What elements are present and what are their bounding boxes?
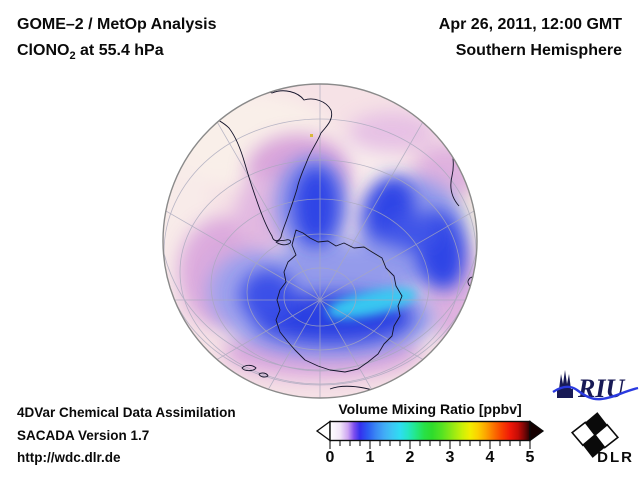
colorbar-ticks [329, 441, 531, 449]
colorbar-left-arrow [315, 420, 331, 442]
vortex-maximum-cyan [326, 287, 418, 319]
dlr-emblem-right [593, 423, 620, 449]
footer-credits: 4DVar Chemical Data Assimilation SACADA … [17, 402, 236, 470]
dlr-wordmark: DLR [597, 449, 634, 466]
colorbar-gradient [329, 420, 531, 442]
url-label: http://wdc.dlr.de [17, 450, 121, 465]
species-level-title: ClONO2 at 55.4 hPa [17, 38, 216, 69]
header-right: Apr 26, 2011, 12:00 GMT Southern Hemisph… [439, 12, 622, 64]
colorbar-title: Volume Mixing Ratio [ppbv] [338, 401, 522, 417]
rhine-wave-icon [552, 385, 639, 401]
datetime-label: Apr 26, 2011, 12:00 GMT [438, 16, 622, 33]
hemisphere-label: Southern Hemisphere [455, 42, 622, 59]
colorbar [315, 420, 545, 449]
colorbar-right-arrow [529, 420, 545, 442]
cathedral-icon [557, 370, 573, 398]
version-label: SACADA Version 1.7 [17, 427, 150, 443]
dlr-emblem-left [570, 421, 597, 447]
riu-logo: RIU [552, 370, 639, 403]
colorbar-tick-label-2: 2 [405, 449, 415, 466]
species-subscript: 2 [69, 50, 76, 63]
graticule [163, 84, 477, 398]
pressure-level: at 55.4 hPa [75, 42, 164, 59]
dlr-emblem-top [585, 412, 608, 435]
instrument-title: GOME–2 / MetOp Analysis [17, 16, 217, 33]
globe-limb [162, 83, 478, 399]
colorbar-tick-label-0: 0 [325, 449, 335, 466]
dlr-logo [570, 412, 620, 458]
assimilation-label: 4DVar Chemical Data Assimilation [17, 405, 236, 420]
colorbar-tick-label-4: 4 [485, 449, 495, 466]
header-left: GOME–2 / MetOp Analysis ClONO2 at 55.4 h… [17, 12, 216, 69]
data-point-marker [310, 134, 313, 137]
colorbar-tick-label-3: 3 [445, 449, 455, 466]
colorbar-tick-label-1: 1 [365, 449, 375, 466]
species-name: ClONO [17, 42, 70, 59]
logos: RIU DLR [552, 370, 639, 466]
colorbar-tick-label-5: 5 [525, 449, 535, 466]
